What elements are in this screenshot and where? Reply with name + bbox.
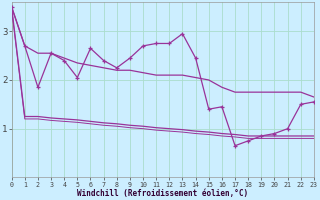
X-axis label: Windchill (Refroidissement éolien,°C): Windchill (Refroidissement éolien,°C) <box>77 189 248 198</box>
